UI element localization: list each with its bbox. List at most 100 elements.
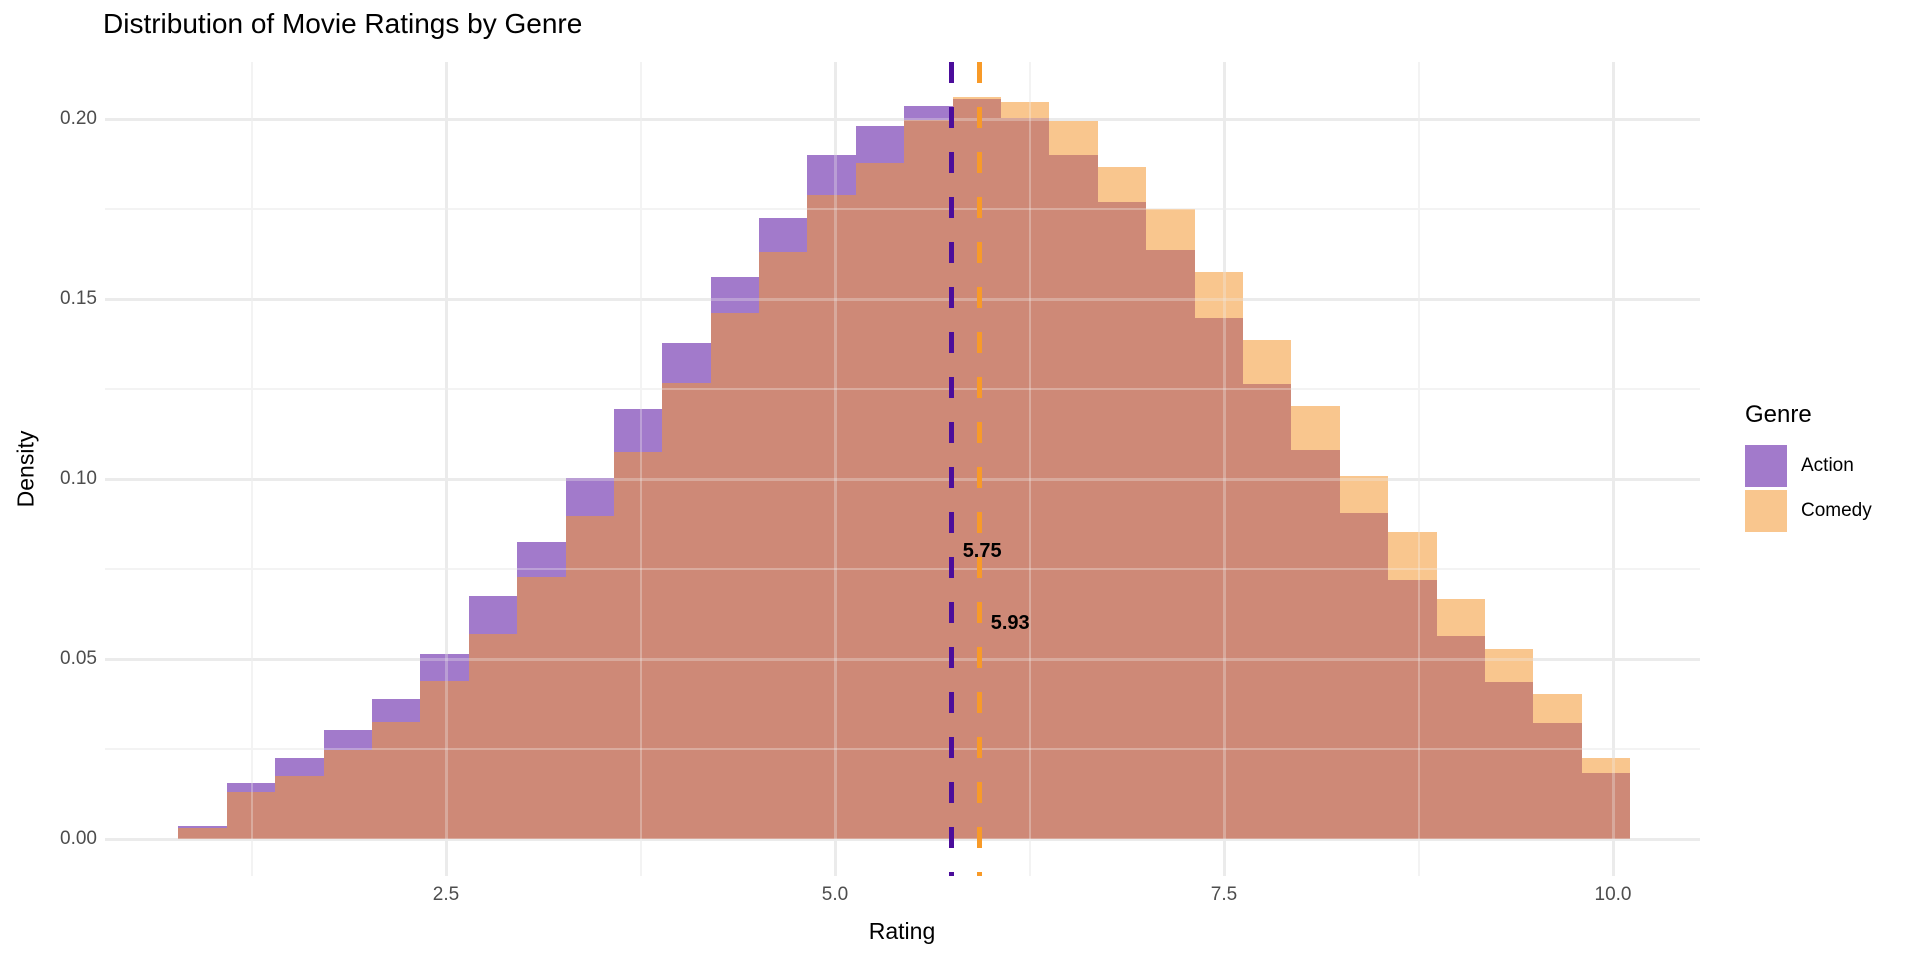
gridline-x-minor (639, 62, 642, 876)
histogram-bar-comedy-cap (1485, 648, 1533, 683)
gridline-x-minor (250, 62, 253, 876)
legend-swatch-action (1745, 445, 1787, 487)
gridline-y-major (105, 297, 1700, 301)
legend-label-action: Action (1801, 455, 1854, 476)
x-tick-label: 2.5 (432, 884, 460, 905)
histogram-bar-overlap (953, 98, 1001, 839)
chart-title: Distribution of Movie Ratings by Genre (103, 8, 583, 39)
gridline-y-major (105, 117, 1700, 121)
gridline-y-minor (105, 208, 1700, 210)
x-tick-label: 10.0 (1594, 884, 1632, 905)
gridline-x-minor (1028, 62, 1031, 876)
histogram-bar-action-cap (566, 477, 614, 517)
histogram-bar-overlap (469, 633, 517, 839)
histogram-bar-overlap (807, 194, 856, 839)
histogram-bar-comedy-cap (1243, 340, 1291, 384)
histogram-bar-overlap (420, 680, 469, 839)
histogram-bar-overlap (566, 516, 614, 839)
legend-swatch-comedy (1745, 490, 1787, 532)
histogram-bar-comedy-cap (1291, 405, 1340, 451)
histogram-bar-overlap (1437, 635, 1485, 839)
histogram-bar-overlap (759, 252, 807, 839)
histogram-bar-comedy-cap (1146, 209, 1195, 251)
histogram-bar-overlap (904, 120, 953, 839)
gridline-y-major (105, 657, 1700, 661)
mean-line-comedy (977, 62, 983, 876)
histogram-bar-action-cap (227, 783, 275, 793)
x-axis-title: Rating (868, 918, 936, 944)
histogram-bar-overlap (1291, 450, 1340, 839)
histogram-bar-action-cap (178, 826, 227, 829)
gridline-x-minor (1417, 62, 1420, 876)
gridline-x-major (444, 62, 448, 876)
gridline-y-major (105, 477, 1700, 481)
histogram-bar-overlap (178, 828, 227, 839)
legend-label-comedy: Comedy (1801, 500, 1872, 521)
x-tick-label: 7.5 (1210, 884, 1238, 905)
gridline-x-major (1611, 62, 1615, 876)
histogram-bar-overlap (614, 452, 662, 839)
histogram-bar-overlap (1098, 201, 1146, 839)
y-axis-title: Density (12, 430, 39, 508)
gridline-y-major (105, 117, 1700, 121)
histogram-bar-overlap (227, 792, 275, 839)
histogram-bar-action-cap (662, 342, 711, 383)
histogram-bar-overlap (1146, 250, 1195, 839)
histogram-bar-overlap (1195, 318, 1243, 839)
gridline-y-major (105, 837, 1700, 841)
histogram-bar-action-cap (517, 542, 566, 577)
histogram-bar-comedy-cap (1195, 272, 1243, 319)
histogram-bar-comedy-cap (1049, 121, 1098, 155)
gridline-y-minor (105, 748, 1700, 750)
y-tick-label: 0.10 (60, 468, 97, 489)
histogram-bar-overlap (711, 313, 759, 839)
histogram-bar-overlap (856, 162, 904, 839)
histogram-bar-action-cap (614, 409, 662, 452)
gridline-y-minor (105, 568, 1700, 570)
y-tick-label: 0.05 (60, 648, 97, 669)
histogram-bar-action-cap (420, 653, 469, 681)
gridline-y-major (105, 837, 1700, 841)
histogram-bar-comedy-cap (1388, 531, 1437, 581)
histogram-bar-overlap (1001, 117, 1049, 839)
histogram-bar-action-cap (759, 218, 807, 253)
histogram-bar-overlap (1340, 512, 1388, 839)
gridline-x-minor (1417, 62, 1420, 876)
legend-title: Genre (1745, 401, 1812, 428)
histogram-bar-overlap (1388, 580, 1437, 839)
histogram-bar-overlap (662, 382, 711, 839)
histogram-bar-action-cap (275, 758, 324, 776)
histogram-bar-comedy-cap (1582, 758, 1630, 774)
histogram-bar-comedy-cap (953, 97, 1001, 99)
histogram-bar-action-cap (807, 155, 856, 195)
gridline-x-major (833, 62, 837, 876)
histogram-bar-action-cap (324, 729, 372, 751)
histogram-bar-overlap (1243, 383, 1291, 839)
histogram-bar-overlap (275, 776, 324, 839)
mean-line-action (949, 62, 955, 876)
histogram-bar-action-cap (372, 698, 420, 722)
histogram-bar-comedy-cap (1001, 102, 1049, 118)
histogram-bar-overlap (517, 576, 566, 839)
legend: Genre Action Comedy (1745, 401, 1915, 541)
histogram-bar-comedy-cap (1533, 693, 1582, 724)
y-tick-label: 0.15 (60, 288, 97, 309)
histogram-bar-action-cap (904, 106, 953, 121)
histogram-bar-overlap (324, 750, 372, 839)
histogram-bar-overlap (1049, 155, 1098, 839)
gridline-x-minor (250, 62, 253, 876)
histogram-bar-action-cap (856, 126, 904, 163)
histogram-bar-overlap (1485, 682, 1533, 839)
y-tick-label: 0.20 (60, 108, 97, 129)
gridline-x-major (1222, 62, 1226, 876)
plot-panel: 5.755.93 (105, 62, 1700, 876)
y-tick-label: 0.00 (60, 828, 97, 849)
gridline-x-major (444, 62, 448, 876)
gridline-y-minor (105, 388, 1700, 390)
histogram-bar-action-cap (469, 596, 517, 634)
histogram-bar-comedy-cap (1340, 476, 1388, 513)
mean-label-comedy: 5.93 (990, 612, 1030, 634)
histogram-bar-overlap (1533, 723, 1582, 839)
gridline-x-major (1611, 62, 1615, 876)
